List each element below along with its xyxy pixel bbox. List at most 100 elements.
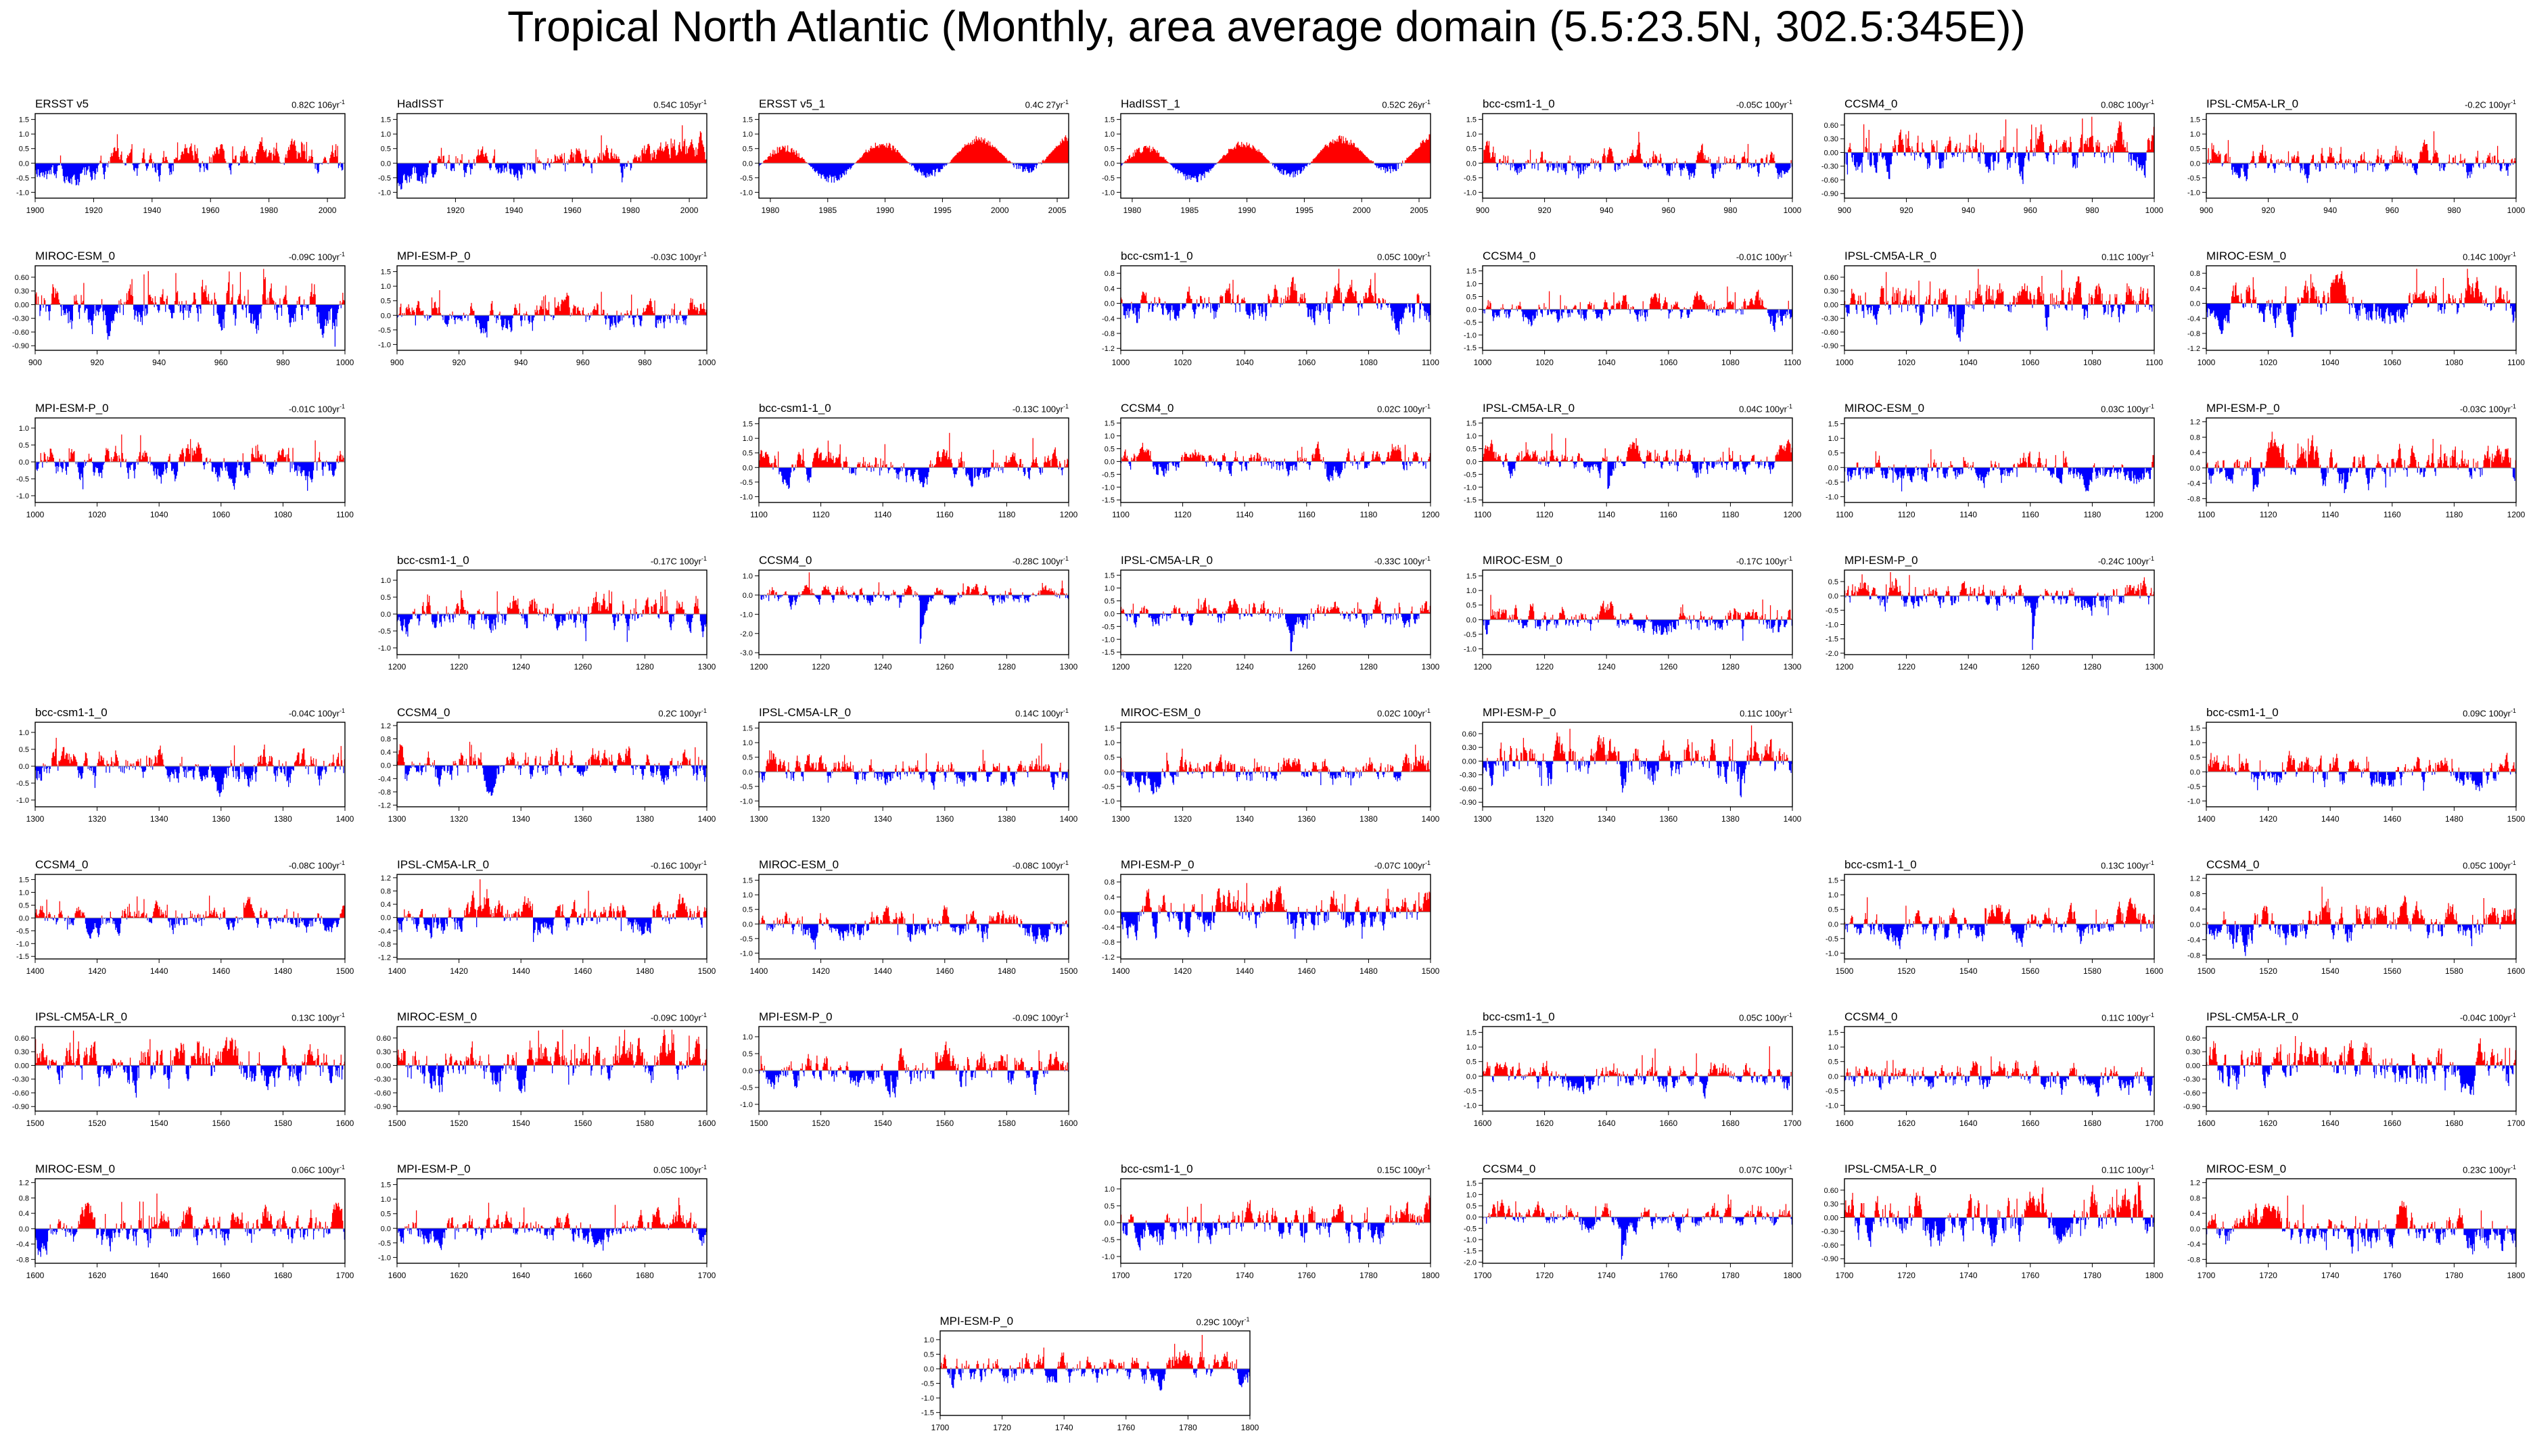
y-tick-label: 1.5 (1466, 420, 1477, 428)
y-tick-label: 0.4 (381, 749, 391, 757)
y-tick-label: -1.0 (378, 644, 391, 653)
y-tick-label: 1.0 (1828, 1043, 1838, 1052)
panel-model-label: MPI-ESM-P_0 (397, 1163, 471, 1175)
x-tick-label: 980 (2085, 206, 2099, 215)
panel-model-label: bcc-csm1-1_0 (1483, 1010, 1555, 1023)
y-tick-label: 0.4 (381, 901, 391, 909)
y-tick-label: 0.60 (1462, 730, 1477, 738)
y-tick-label: 0.30 (1824, 287, 1838, 296)
x-tick-label: 1980 (622, 206, 640, 215)
panel-model-label: IPSL-CM5A-LR_0 (1483, 402, 1575, 415)
panel-trend-label: -0.09C 100yr-1 (650, 1012, 707, 1023)
panel-model-label: IPSL-CM5A-LR_0 (759, 706, 852, 719)
x-tick-label: 1720 (993, 1423, 1011, 1432)
x-tick-label: 1700 (2198, 1271, 2216, 1280)
negative-anomaly-area (1483, 461, 1792, 490)
y-tick-label: -0.4 (2187, 480, 2200, 488)
y-tick-label: -0.5 (1102, 783, 1115, 791)
x-tick-label: 1580 (636, 1119, 654, 1128)
y-tick-label: 0.0 (2190, 921, 2200, 929)
y-tick-label: 1.0 (1466, 587, 1477, 595)
panel-trend-label: 0.11C 100yr-1 (2101, 251, 2154, 262)
x-tick-label: 1660 (574, 1271, 592, 1280)
y-tick-label: 0.5 (1105, 1202, 1115, 1211)
x-tick-label: 1360 (574, 814, 592, 824)
x-tick-label: 1720 (1173, 1271, 1192, 1280)
y-tick-label: 0.0 (19, 763, 29, 771)
y-tick-label: 1.0 (1828, 891, 1838, 899)
chart-panel: CCSM4_0 0.11C 100yr-1 -1.0 -0.5 0.0 0.5 1.0 1.5… (1826, 1010, 2164, 1133)
y-tick-label: 0.5 (381, 145, 391, 154)
y-tick-label: 1.2 (2190, 1179, 2200, 1188)
plot-frame (758, 874, 1069, 960)
y-tick-label: -1.0 (1826, 1102, 1838, 1110)
y-tick-label: 1.0 (1466, 433, 1477, 441)
x-tick-label: 1200 (388, 662, 406, 672)
plot-frame (1844, 417, 2155, 503)
x-tick-label: 1260 (1297, 662, 1316, 672)
plot-frame (1844, 113, 2155, 199)
panel-trend-label: 0.09C 100yr-1 (2463, 707, 2516, 719)
y-tick-label: -1.0 (16, 940, 29, 948)
positive-anomaly-area (1844, 268, 2154, 305)
negative-anomaly-area (759, 1071, 1069, 1098)
anomaly-chart: -1.0 -0.5 0.0 0.5 1.0 1.5 1100 1120 1140 1160 1180… (1826, 417, 2164, 519)
y-tick-label: 0.30 (1462, 744, 1477, 752)
x-tick-label: 1240 (1236, 662, 1254, 672)
x-tick-label: 1180 (1721, 510, 1739, 519)
y-tick-label: -1.0 (1826, 621, 1838, 630)
negative-anomaly-area (1483, 619, 1792, 641)
plot-frame (939, 1330, 1251, 1416)
x-tick-label: 1400 (1784, 814, 1802, 824)
x-tick-label: 1320 (812, 814, 830, 824)
x-tick-label: 1760 (2021, 1271, 2039, 1280)
chart-panel: IPSL-CM5A-LR_0 0.11C 100yr-1 -0.90 -0.60 -0.… (1821, 1163, 2164, 1285)
y-tick-label: -0.5 (740, 174, 753, 183)
y-tick-label: 0.60 (1824, 1187, 1838, 1195)
x-tick-label: 1640 (512, 1271, 530, 1280)
positive-anomaly-area (939, 1335, 1250, 1369)
x-tick-label: 920 (452, 358, 466, 367)
plot-frame (396, 1178, 707, 1264)
y-tick-label: 0.0 (2190, 768, 2200, 776)
x-tick-label: 1300 (26, 814, 45, 824)
y-tick-label: 0.0 (2190, 160, 2200, 168)
positive-anomaly-area (2206, 1195, 2516, 1229)
y-tick-label: -0.5 (1102, 174, 1115, 183)
y-tick-label: 0.8 (381, 888, 391, 896)
positive-anomaly-area (1844, 449, 2154, 468)
anomaly-chart: -1.5 -1.0 -0.5 0.0 0.5 1.0 1.5 1100 1120 1140 1160… (1464, 417, 1802, 519)
y-tick-label: -1.0 (1826, 949, 1838, 958)
y-tick-label: -0.4 (378, 775, 391, 783)
x-tick-label: 1500 (1060, 966, 1078, 976)
x-tick-label: 1220 (450, 662, 468, 672)
x-tick-label: 1400 (2198, 814, 2216, 824)
x-tick-label: 1600 (26, 1271, 45, 1280)
y-tick-label: 0.5 (2190, 145, 2200, 154)
plot-frame (1120, 874, 1431, 960)
y-tick-label: -0.60 (1821, 1242, 1838, 1250)
y-tick-label: 1.0 (19, 131, 29, 139)
x-tick-label: 1380 (1721, 814, 1740, 824)
x-tick-label: 1500 (1836, 966, 1854, 976)
x-tick-label: 1740 (1959, 1271, 1978, 1280)
y-tick-label: -0.5 (740, 1084, 753, 1092)
panel-model-label: MIROC-ESM_0 (397, 1010, 478, 1023)
panel-trend-label: 0.05C 100yr-1 (1739, 1012, 1792, 1023)
y-tick-label: 1.0 (19, 889, 29, 897)
y-tick-label: -0.5 (1826, 479, 1838, 487)
y-tick-label: -0.5 (740, 783, 753, 791)
panel-model-label: MPI-ESM-P_0 (1483, 706, 1556, 719)
chart-panel: IPSL-CM5A-LR_0 -0.2C 100yr-1 -1.0 -0.5 0.0 0.… (2187, 97, 2526, 220)
y-tick-label: -1.2 (1102, 345, 1115, 353)
chart-panel: CCSM4_0 -0.08C 100yr-1 -1.5 -1.0 -0.5 0.0 0.5 1… (16, 858, 354, 981)
x-tick-label: 1100 (1112, 510, 1130, 519)
x-tick-label: 1620 (1535, 1119, 1554, 1128)
x-tick-label: 1160 (2384, 510, 2401, 519)
chart-panel: ERSST v5 0.82C 106yr-1 -1.0 -0.5 0.0 0.5 1.0 1.… (16, 97, 346, 220)
negative-anomaly-area (1121, 303, 1431, 335)
x-tick-label: 1140 (1598, 510, 1615, 519)
y-tick-label: -1.2 (1102, 954, 1115, 962)
y-tick-label: -0.5 (740, 935, 753, 943)
x-tick-label: 1000 (1112, 358, 1130, 367)
